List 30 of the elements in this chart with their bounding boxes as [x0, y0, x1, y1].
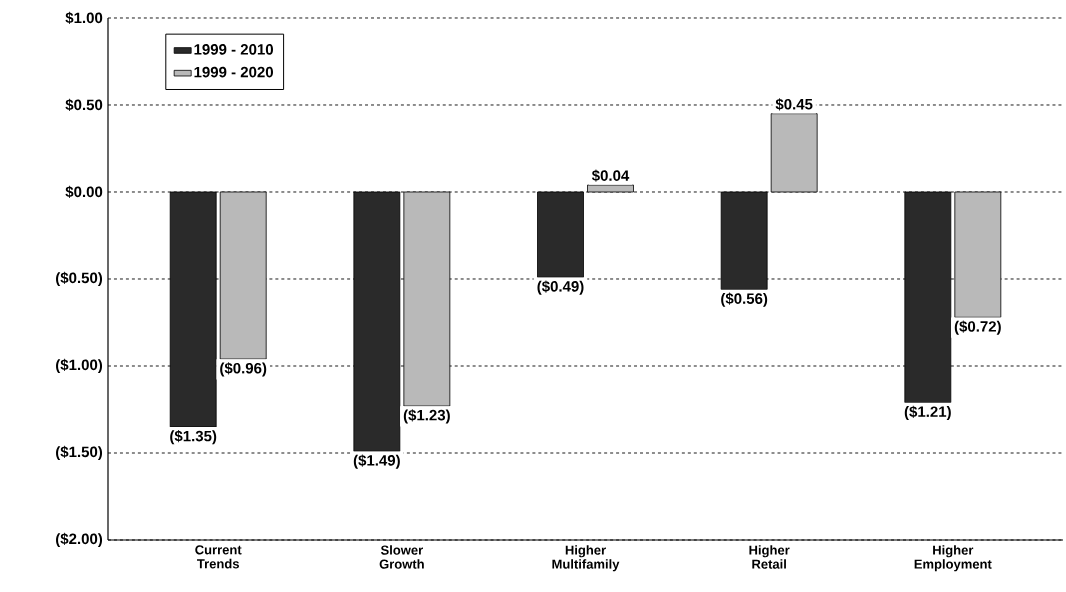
data-label: ($1.49) [353, 454, 400, 469]
y-tick-label: ($1.00) [56, 358, 103, 374]
x-tick-label: Higher Multifamily [552, 545, 620, 572]
data-label: $0.04 [591, 169, 630, 182]
data-label: ($0.49) [537, 280, 584, 295]
bar [904, 191, 952, 403]
bar [403, 191, 451, 407]
data-label: ($1.21) [904, 405, 951, 420]
x-tick-label: Slower Growth [379, 545, 424, 569]
legend-label: 1999 - 2010 [194, 44, 273, 55]
data-label: ($1.23) [403, 409, 450, 424]
legend-label: 1999 - 2020 [194, 66, 273, 78]
data-label: ($0.96) [220, 362, 267, 377]
y-tick-label: $0.50 [65, 98, 103, 112]
data-label: ($0.56) [721, 292, 768, 307]
x-tick-label: Higher Retail [749, 545, 790, 569]
y-tick-label: $0.00 [65, 185, 103, 199]
data-label: $0.45 [775, 98, 813, 111]
x-tick-label: Higher Employment [914, 545, 992, 572]
data-label: ($0.72) [954, 320, 1001, 335]
bar [169, 191, 217, 428]
x-tick-label: Current Trends [195, 545, 242, 569]
bar [587, 184, 634, 193]
y-tick-label: ($0.50) [56, 271, 103, 287]
y-tick-label: ($1.50) [56, 445, 103, 461]
bar [954, 191, 1002, 318]
bar [720, 191, 768, 290]
data-label: ($1.35) [170, 430, 217, 445]
y-tick-label: ($2.00) [56, 532, 103, 548]
y-tick-label: $1.00 [65, 11, 103, 25]
